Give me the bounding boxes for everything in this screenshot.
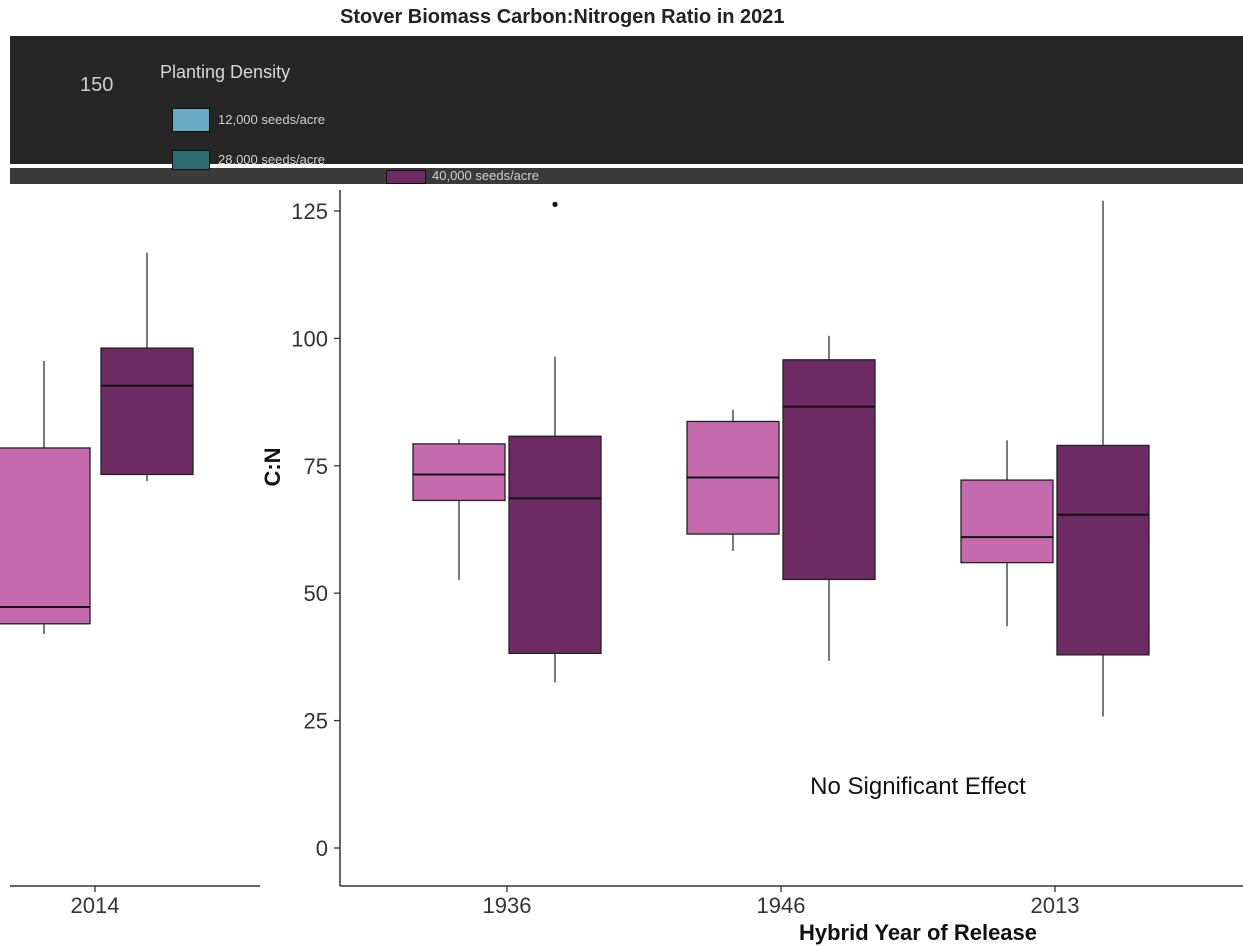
y-tick-label-0: 0	[316, 836, 328, 861]
legend-title: Planting Density	[160, 62, 291, 82]
legend-label-2: 40,000 seeds/acre	[432, 168, 539, 183]
left-box-0	[0, 360, 91, 634]
box-1936-0-box	[412, 443, 506, 502]
left-box-1-box	[100, 347, 194, 476]
left-panel	[0, 252, 194, 634]
box-2013-0	[960, 440, 1054, 627]
box-2013-0-box	[960, 479, 1054, 564]
legend-panel	[10, 36, 1243, 164]
legend-key-2	[386, 170, 426, 184]
y-tick-label-25: 25	[304, 709, 328, 734]
box-1936-0	[412, 439, 506, 580]
box-2013-1-box	[1056, 444, 1150, 656]
x-tick-label-1946: 1946	[757, 893, 806, 918]
x-tick-label-1936: 1936	[483, 893, 532, 918]
legend-label-1: 28,000 seeds/acre	[218, 152, 325, 167]
legend-panel-lower	[10, 168, 1243, 184]
left-box-1	[100, 252, 194, 482]
axes: 0 25 50 75 100 125 1936 1946 2013 2014	[10, 190, 1243, 918]
y-axis-title: C:N	[260, 447, 285, 486]
y-tick-label-75: 75	[304, 454, 328, 479]
legend-label-0: 12,000 seeds/acre	[218, 112, 325, 127]
x-tick-label-2013: 2013	[1031, 893, 1080, 918]
box-1946-1	[782, 335, 876, 661]
box-1936-1-outlier-0	[552, 201, 558, 207]
legend-key-0	[172, 108, 210, 132]
y-tick-label-100: 100	[291, 326, 328, 351]
y-tick-label-125: 125	[291, 199, 328, 224]
main-panel	[412, 200, 1150, 717]
chart-title: Stover Biomass Carbon:Nitrogen Ratio in …	[340, 6, 785, 28]
box-1946-0	[686, 409, 780, 551]
box-1936-1	[508, 201, 602, 683]
y-tick-label-50: 50	[304, 581, 328, 606]
left-box-0-box	[0, 447, 91, 625]
partial-tick-label: 150	[80, 74, 114, 96]
box-2013-1	[1056, 200, 1150, 717]
box-1936-1-box	[508, 435, 602, 654]
x-axis-title: Hybrid Year of Release	[799, 920, 1037, 945]
box-1946-1-box	[782, 359, 876, 581]
x-tick-label-left: 2014	[71, 893, 120, 918]
legend-key-1	[172, 150, 210, 170]
annotation: No Significant Effect	[810, 773, 1026, 800]
